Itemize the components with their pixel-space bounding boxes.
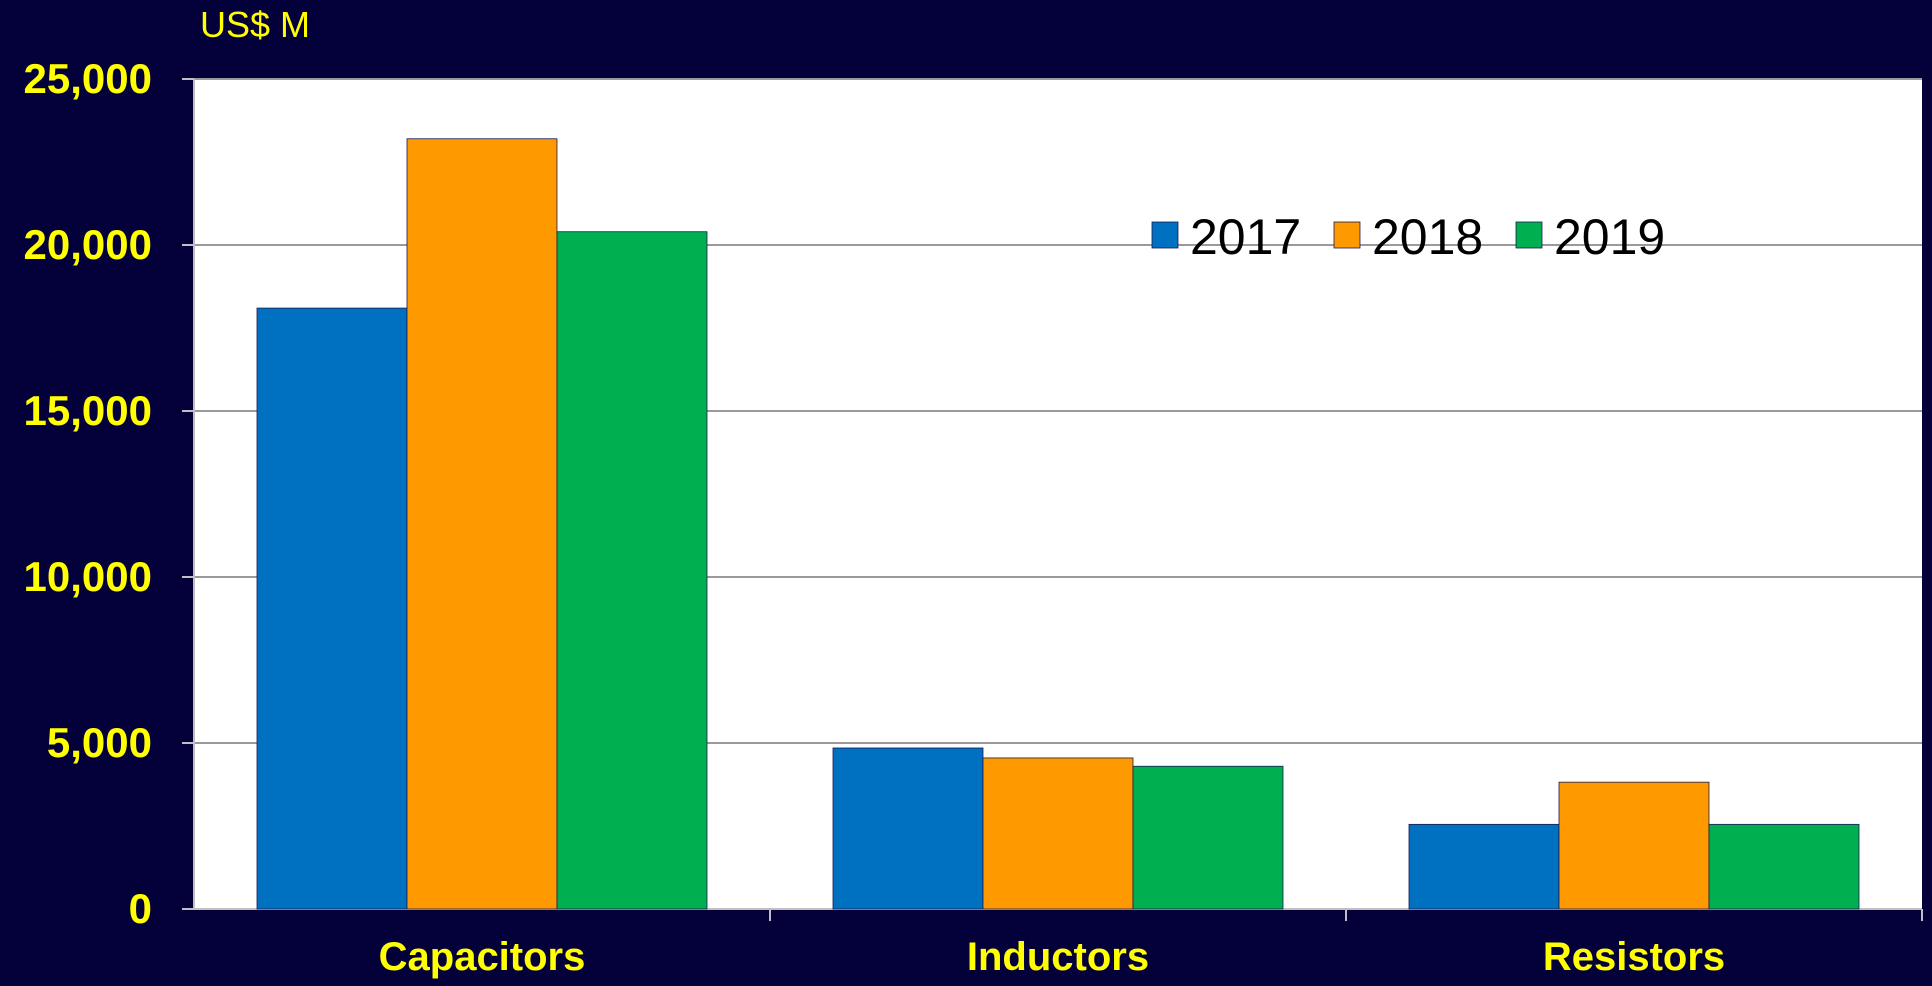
legend-label-2019: 2019 [1554, 209, 1665, 265]
bar-2018-resistors [1559, 782, 1709, 909]
y-tick-label: 0 [129, 885, 152, 932]
y-tick-label: 20,000 [24, 221, 152, 268]
x-tick-label: Capacitors [379, 935, 586, 979]
bar-2019-inductors [1133, 766, 1283, 909]
legend: 2017 2018 2019 [1152, 209, 1665, 265]
bar-2017-resistors [1409, 824, 1559, 909]
y-tick-label: 15,000 [24, 387, 152, 434]
bar-2018-capacitors [407, 139, 557, 909]
bar-2017-capacitors [257, 308, 407, 909]
legend-swatch-2018 [1334, 222, 1360, 248]
plot-area: 0 5,000 10,000 15,000 20,000 25,000 Capacitors… [24, 55, 1922, 979]
unit-label: US$ M [200, 4, 310, 45]
y-tick-label: 25,000 [24, 55, 152, 102]
legend-swatch-2019 [1516, 222, 1542, 248]
y-tick-label: 10,000 [24, 553, 152, 600]
x-tick-label: Resistors [1543, 935, 1725, 979]
bar-2019-capacitors [557, 232, 707, 909]
bar-2017-inductors [833, 748, 983, 909]
y-tick-label: 5,000 [47, 719, 152, 766]
legend-label-2018: 2018 [1372, 209, 1483, 265]
bar-2018-inductors [983, 758, 1133, 909]
x-tick-label: Inductors [967, 935, 1149, 979]
bar-2019-resistors [1709, 824, 1859, 909]
legend-swatch-2017 [1152, 222, 1178, 248]
legend-label-2017: 2017 [1190, 209, 1301, 265]
